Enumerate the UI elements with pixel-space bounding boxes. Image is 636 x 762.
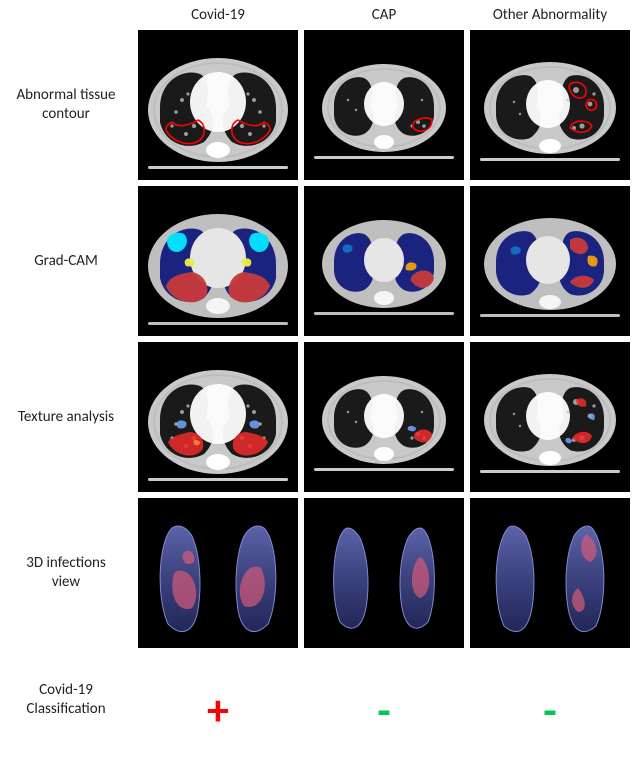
cell-texture-other — [470, 342, 630, 492]
cell-gradcam-cap — [304, 186, 464, 336]
cell-infect3d-cap — [304, 498, 464, 648]
row-label-texture: Texture analysis — [0, 342, 132, 492]
classification-cap: - — [304, 688, 464, 732]
cell-gradcam-covid — [138, 186, 298, 336]
classification-covid: + — [138, 688, 298, 732]
col-header-covid: Covid-19 — [138, 6, 298, 24]
cell-texture-cap — [304, 342, 464, 492]
row-label-classification: Covid-19Classification — [0, 670, 132, 730]
cell-infect3d-other — [470, 498, 630, 648]
cell-contour-other — [470, 30, 630, 180]
row-label-infect3d: 3D infectionsview — [0, 498, 132, 648]
cell-contour-covid — [138, 30, 298, 180]
figure-grid: Covid-19 CAP Other Abnormality Abnormal tis… — [0, 0, 636, 762]
row-label-contour: Abnormal tissuecontour — [0, 30, 132, 180]
cell-texture-covid — [138, 342, 298, 492]
row-label-gradcam: Grad-CAM — [0, 186, 132, 336]
classification-other: - — [470, 688, 630, 732]
col-header-other: Other Abnormality — [470, 6, 630, 24]
cell-contour-cap — [304, 30, 464, 180]
col-header-cap: CAP — [304, 6, 464, 24]
cell-infect3d-covid — [138, 498, 298, 648]
cell-gradcam-other — [470, 186, 630, 336]
